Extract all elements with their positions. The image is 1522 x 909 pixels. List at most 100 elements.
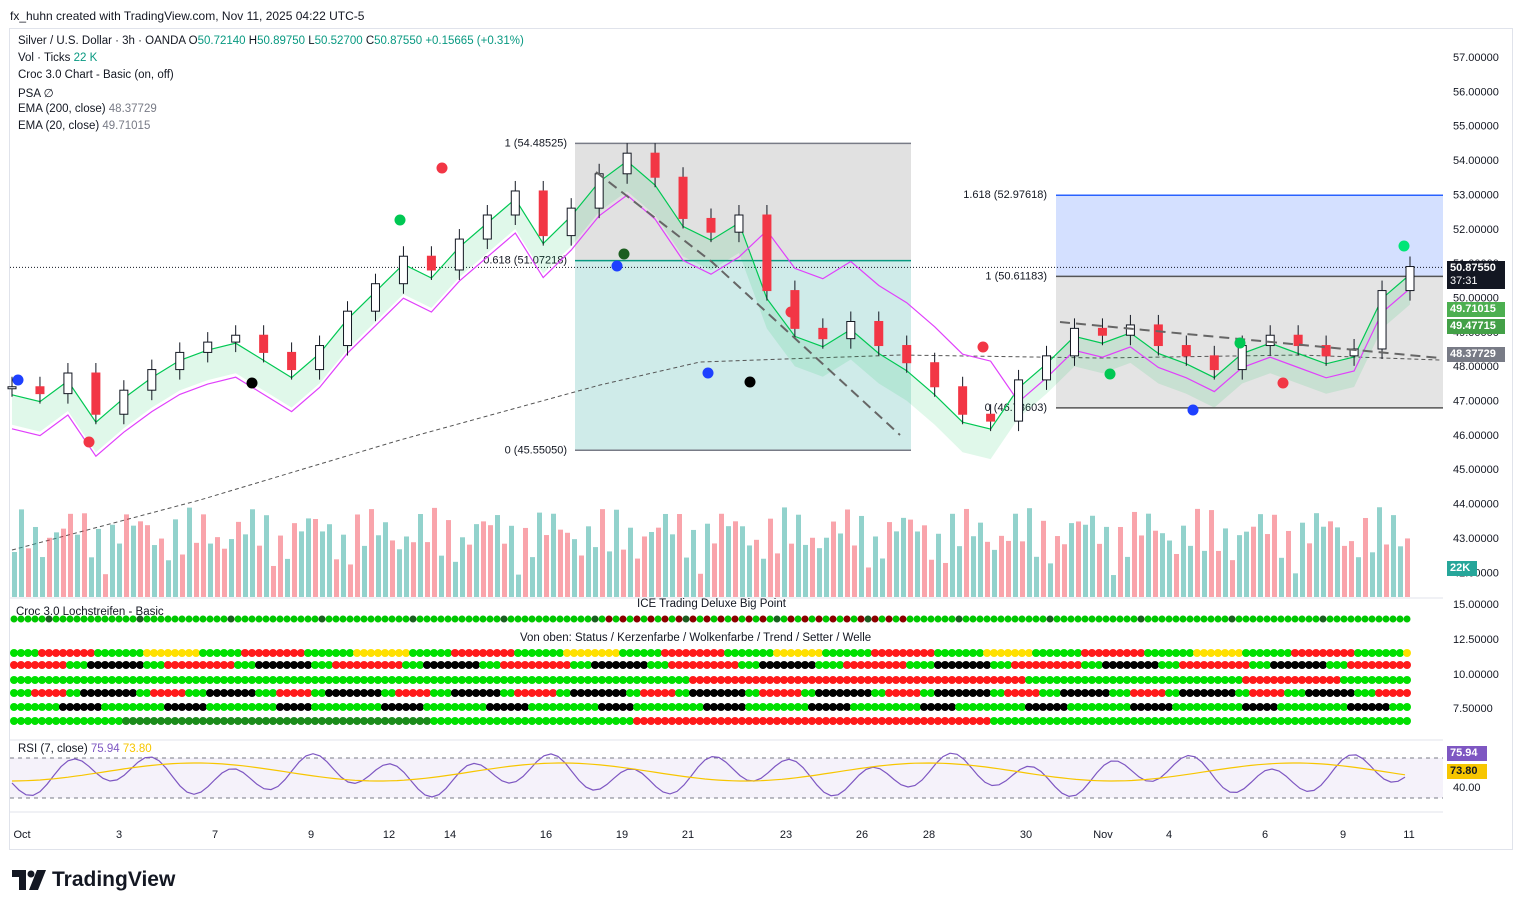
status-dot xyxy=(409,649,417,657)
status-dot xyxy=(661,717,669,725)
status-dot xyxy=(899,703,907,711)
status-dot xyxy=(339,703,347,711)
status-dot xyxy=(171,717,179,725)
status-dot xyxy=(913,649,921,657)
signal-marker xyxy=(785,306,797,318)
status-dot xyxy=(619,703,627,711)
lochstreifen-dot xyxy=(920,615,928,623)
status-dot xyxy=(374,676,382,684)
bigpoint-label[interactable]: ICE Trading Deluxe Big Point xyxy=(637,598,786,610)
status-dot xyxy=(1382,689,1390,697)
status-dot xyxy=(906,661,914,669)
croc-legend[interactable]: Croc 3.0 Chart - Basic (on, off) xyxy=(18,69,174,81)
status-dot xyxy=(1095,717,1103,725)
candle-body xyxy=(958,386,968,415)
status-dot xyxy=(542,703,550,711)
lochstreifen-dot xyxy=(108,615,116,623)
status-dot xyxy=(990,676,998,684)
status-dot xyxy=(409,676,417,684)
psa-legend[interactable]: PSA ∅ xyxy=(18,86,54,100)
status-dot xyxy=(857,661,865,669)
status-dot xyxy=(395,649,403,657)
status-dot xyxy=(640,703,648,711)
status-dot xyxy=(647,661,655,669)
status-dot xyxy=(1172,661,1180,669)
lochstreifen-dot xyxy=(360,615,368,623)
change-value: +0.15665 (+0.31%) xyxy=(425,35,524,47)
volume-bar xyxy=(929,559,934,597)
status-dot xyxy=(682,676,690,684)
lochstreifen-label[interactable]: Croc 3.0 Lochstreifen - Basic xyxy=(16,606,164,618)
volume-bar xyxy=(1083,524,1088,597)
status-dot xyxy=(150,676,158,684)
volume-bar xyxy=(593,547,598,597)
status-dot xyxy=(31,676,39,684)
volume-bar xyxy=(1020,541,1025,597)
status-dot xyxy=(444,649,452,657)
vol-legend[interactable]: Vol · Ticks 22 K xyxy=(18,52,97,64)
status-dot xyxy=(171,703,179,711)
lochstreifen-dot xyxy=(1018,615,1026,623)
status-dot xyxy=(962,703,970,711)
lochstreifen-dot xyxy=(1144,615,1152,623)
status-dot xyxy=(479,689,487,697)
status-dot xyxy=(633,703,641,711)
cloud-badge: 49.47715 xyxy=(1447,319,1505,334)
volume-bar xyxy=(1244,531,1249,597)
status-dot xyxy=(780,649,788,657)
status-dot xyxy=(1018,689,1026,697)
volume-bar xyxy=(817,548,822,597)
status-dot xyxy=(1123,676,1131,684)
status-dot xyxy=(1361,717,1369,725)
volume-bar xyxy=(292,523,297,597)
lochstreifen-dot xyxy=(717,615,725,623)
open-value: 50.72140 xyxy=(197,35,246,47)
status-dot xyxy=(360,676,368,684)
symbol-name[interactable]: Silver / U.S. Dollar · 3h · OANDA xyxy=(18,35,186,47)
lochstreifen-dot xyxy=(374,615,382,623)
volume-bar xyxy=(691,529,696,597)
volume-bar xyxy=(467,544,472,597)
status-dot xyxy=(318,703,326,711)
status-dot xyxy=(199,717,207,725)
volume-bar xyxy=(369,509,374,597)
status-dot xyxy=(1011,661,1019,669)
ema20-legend[interactable]: EMA (20, close) 49.71015 xyxy=(18,120,150,132)
status-dot xyxy=(185,649,193,657)
volume-bar xyxy=(992,549,997,597)
lochstreifen-dot xyxy=(423,615,431,623)
lochstreifen-dot xyxy=(570,615,578,623)
status-dot xyxy=(1305,676,1313,684)
status-dot xyxy=(1060,649,1068,657)
status-dot xyxy=(283,703,291,711)
rsi-legend[interactable]: RSI (7, close) 75.94 73.80 xyxy=(18,743,152,755)
status-dot xyxy=(1270,676,1278,684)
lochstreifen-dot xyxy=(1200,615,1208,623)
status-dot xyxy=(241,649,249,657)
ema200-legend[interactable]: EMA (200, close) 48.37729 xyxy=(18,103,157,115)
volume-bar xyxy=(782,507,787,597)
status-dot xyxy=(1151,689,1159,697)
status-dot xyxy=(542,676,550,684)
status-dot xyxy=(402,703,410,711)
status-dot xyxy=(675,649,683,657)
status-dot xyxy=(269,661,277,669)
volume-bar xyxy=(89,557,94,597)
status-dot xyxy=(80,703,88,711)
status-dot xyxy=(472,717,480,725)
lochstreifen-dot xyxy=(773,615,781,623)
low-value: 50.52700 xyxy=(314,35,363,47)
time-axis-tick: 9 xyxy=(1340,829,1346,841)
status-dot xyxy=(178,689,186,697)
lochstreifen-dot xyxy=(1095,615,1103,623)
lochstreifen-dot xyxy=(227,615,235,623)
status-dot xyxy=(38,689,46,697)
status-dot xyxy=(514,649,522,657)
lochstreifen-dot xyxy=(997,615,1005,623)
status-dot xyxy=(1235,676,1243,684)
lochstreifen-dot xyxy=(1354,615,1362,623)
status-dot xyxy=(787,676,795,684)
status-dot xyxy=(675,676,683,684)
tradingview-logo[interactable]: TradingView xyxy=(12,868,175,892)
